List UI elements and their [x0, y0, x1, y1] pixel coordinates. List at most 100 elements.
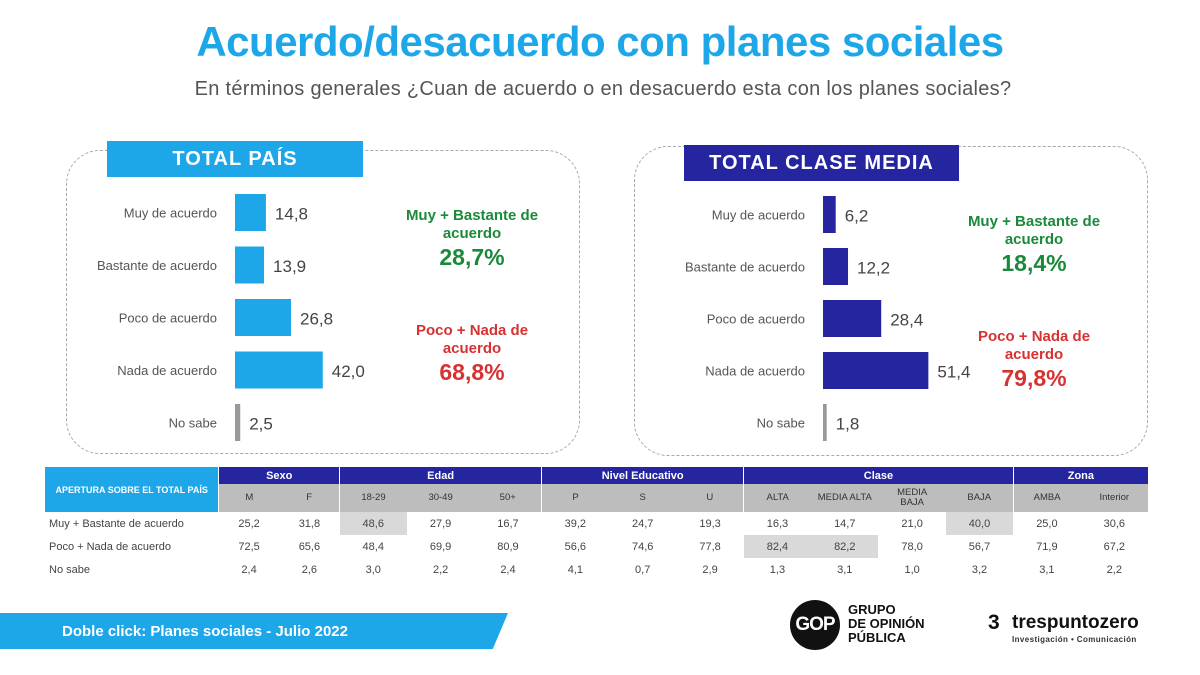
table-cell: 2,4 [500, 563, 516, 576]
clase-media-summary-disagree: Poco + Nada de acuerdo 79,8% [950, 328, 1118, 392]
table-cell: 1,3 [769, 563, 786, 576]
total-pais-value-label: 2,5 [249, 415, 273, 434]
clase-media-value-label: 28,4 [890, 311, 923, 330]
row-label: Muy + Bastante de acuerdo [49, 517, 184, 530]
clase-media-bar [823, 300, 882, 337]
column-header: MEDIA ALTA [811, 484, 879, 512]
clase-media-category-label: Nada de acuerdo [705, 364, 805, 379]
row-label: Poco + Nada de acuerdo [49, 540, 172, 553]
table-cell: 65,6 [298, 540, 321, 553]
table-cell: 48,6 [339, 512, 407, 535]
column-header: S [609, 484, 677, 512]
column-header: F [279, 484, 340, 512]
table-cell: 2,9 [702, 563, 718, 576]
clase-media-value-label: 51,4 [937, 363, 970, 382]
row-label: No sabe [49, 563, 90, 576]
clase-media-value-label: 1,8 [836, 415, 860, 434]
summary-agree-label: Muy + Bastante de acuerdo [405, 207, 539, 242]
table-cell: 16,3 [766, 517, 789, 530]
group-header: Sexo [218, 467, 340, 484]
table-cell: 39,2 [564, 517, 587, 530]
group-header: Clase [743, 467, 1014, 484]
summary-agree-label: Muy + Bastante de acuerdo [967, 213, 1101, 248]
gop-line: GRUPO [848, 602, 896, 617]
column-header: ALTA [743, 484, 812, 512]
table-corner-label: APERTURA SOBRE EL TOTAL PAÍS [45, 467, 219, 512]
table-cell: 67,2 [1103, 540, 1125, 553]
column-header: U [676, 484, 744, 512]
summary-agree-value: 18,4% [1001, 250, 1067, 276]
clase-media-summary-agree: Muy + Bastante de acuerdo 18,4% [950, 213, 1118, 277]
table-cell: 16,7 [497, 517, 519, 530]
total-pais-summary-agree: Muy + Bastante de acuerdo 28,7% [388, 207, 556, 271]
total-pais-bar [235, 246, 265, 284]
table-cell: 82,2 [811, 535, 879, 558]
total-pais-category-label: Bastante de acuerdo [97, 258, 217, 273]
table-cell: 2,6 [301, 563, 318, 576]
clase-media-bar [823, 248, 849, 285]
table-row: Poco + Nada de acuerdo 72,5 65,6 48,4 69,9 80… [45, 535, 1148, 558]
table-cell: 24,7 [631, 517, 654, 530]
gop-logo: GOP [790, 600, 840, 650]
summary-disagree-value: 68,8% [439, 359, 505, 385]
gop-logo-text: GRUPO DE OPINIÓN PÚBLICA [848, 603, 925, 645]
table-cell: 2,4 [241, 563, 257, 576]
gop-line: PÚBLICA [848, 630, 906, 645]
footer-text: Doble click: Planes sociales - Julio 202… [62, 623, 348, 640]
clase-media-category-label: No sabe [757, 416, 805, 431]
total-pais-bar [235, 299, 292, 336]
summary-disagree-label: Poco + Nada de acuerdo [977, 328, 1091, 363]
table-cell: 3,2 [971, 563, 988, 576]
total-pais-value-label: 13,9 [273, 257, 306, 276]
trespuntozero-tagline: Investigación • Comunicación [1012, 635, 1137, 644]
column-header: M [218, 484, 280, 512]
summary-agree-value: 28,7% [439, 244, 505, 270]
clase-media-value-label: 6,2 [845, 207, 869, 226]
table-cell: 77,8 [699, 540, 721, 553]
page-title: Acuerdo/desacuerdo con planes sociales [196, 18, 1004, 65]
table-cell: 19,3 [699, 517, 721, 530]
table-cell: 40,0 [945, 512, 1014, 535]
total-pais-category-label: No sabe [169, 416, 217, 431]
table-cell: 21,0 [901, 517, 923, 530]
table-cell: 2,2 [1106, 563, 1122, 576]
table-cell: 14,7 [834, 517, 856, 530]
table-cell: 4,1 [567, 563, 583, 576]
total-pais-header: TOTAL PAÍS [107, 141, 363, 177]
column-header: 50+ [474, 484, 542, 512]
table-cell: 48,4 [362, 540, 384, 553]
total-pais-bar [235, 194, 266, 231]
clase-media-header: TOTAL CLASE MEDIA [684, 145, 959, 181]
footer-banner [0, 613, 508, 649]
table-cell: 27,9 [429, 517, 452, 530]
clase-media-bar [823, 196, 836, 233]
total-pais-summary-disagree: Poco + Nada de acuerdo 68,8% [388, 322, 556, 386]
clase-media-category-label: Poco de acuerdo [707, 312, 805, 327]
total-pais-value-label: 26,8 [300, 310, 333, 329]
table-cell: 2,2 [432, 563, 449, 576]
table-cell: 1,0 [904, 563, 920, 576]
clase-media-panel [634, 146, 1148, 456]
table-cell: 25,0 [1036, 517, 1058, 530]
table-cell: 56,6 [564, 540, 587, 553]
clase-media-category-label: Bastante de acuerdo [685, 260, 805, 275]
clase-media-value-label: 12,2 [857, 259, 890, 278]
column-header: P [541, 484, 610, 512]
clase-media-bar [823, 404, 827, 441]
total-pais-value-label: 42,0 [332, 362, 365, 381]
group-header: Nivel Educativo [541, 467, 744, 484]
table-cell: 31,8 [298, 517, 321, 530]
total-pais-category-label: Nada de acuerdo [117, 363, 217, 378]
summary-disagree-label: Poco + Nada de acuerdo [415, 322, 529, 357]
table-row: No sabe 2,4 2,6 3,0 2,2 2,4 4,1 0,7 2,9 1,3 3,1 1,0… [45, 558, 1148, 581]
table-cell: 78,0 [901, 540, 923, 553]
table-cell: 72,5 [238, 540, 260, 553]
table-cell: 82,4 [743, 535, 812, 558]
table-cell: 3,0 [365, 563, 381, 576]
total-pais-bar [235, 351, 323, 389]
table-cell: 71,9 [1036, 540, 1058, 553]
column-header: MEDIA BAJA [878, 484, 946, 512]
summary-disagree-value: 79,8% [1001, 365, 1067, 391]
total-pais-category-label: Muy de acuerdo [124, 206, 217, 221]
